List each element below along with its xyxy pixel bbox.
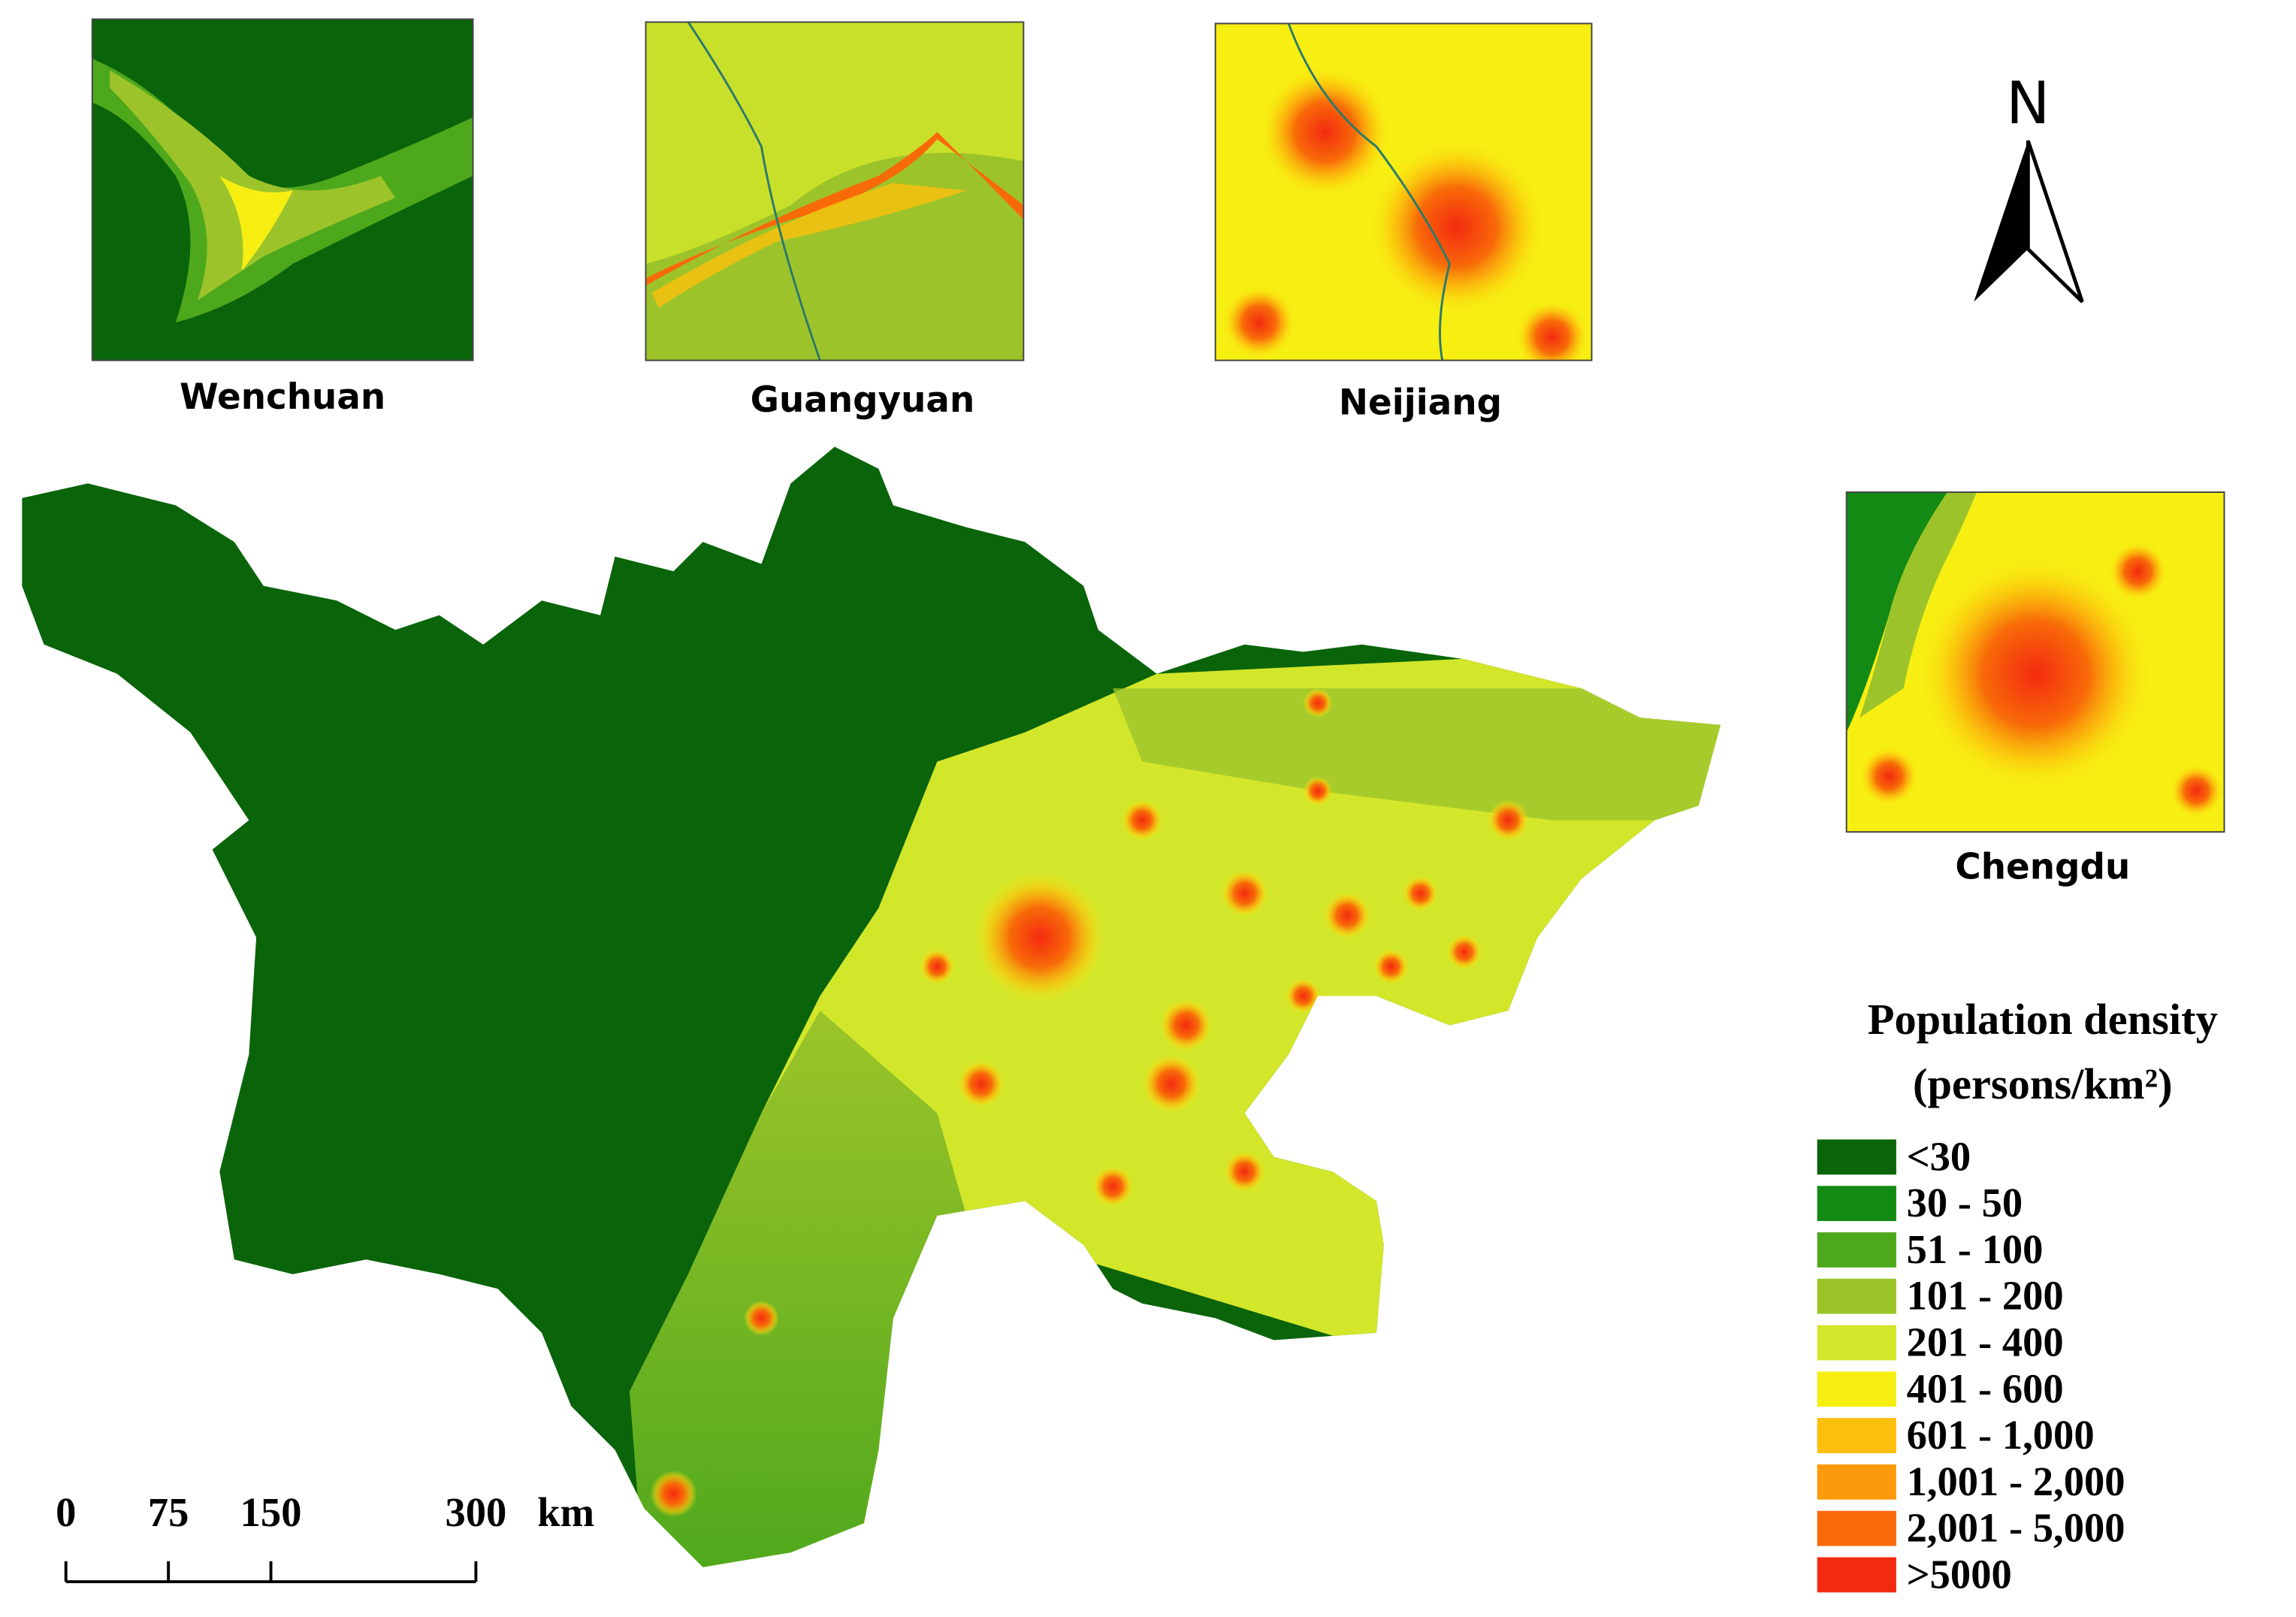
legend-swatch [1817, 1464, 1896, 1500]
legend-label: <30 [1907, 1133, 1971, 1179]
arrow-left [1974, 141, 2029, 302]
legend-label: 30 - 50 [1907, 1180, 2023, 1226]
legend-swatch [1817, 1325, 1896, 1361]
scale-label: 75 [148, 1489, 189, 1535]
inset-frame [1214, 23, 1593, 361]
legend-label: 601 - 1,000 [1907, 1412, 2095, 1458]
scale-label: 150 [240, 1489, 302, 1535]
legend-label: 1,001 - 2,000 [1907, 1458, 2125, 1504]
inset-neijiang-map [1215, 23, 1592, 361]
legend-subtitle: (persons/km²) [1913, 1059, 2173, 1108]
legend-swatch [1817, 1557, 1896, 1593]
urban-centers [650, 688, 1529, 1518]
legend-label: >5000 [1907, 1551, 2012, 1597]
northeast-area [1113, 688, 1721, 821]
legend-label: 2,001 - 5,000 [1907, 1505, 2125, 1551]
legend-swatch [1817, 1278, 1896, 1314]
inset-guangyuan-map [645, 22, 1024, 361]
legend-title: Population density [1868, 995, 2218, 1044]
inset-label: Chengdu [1955, 848, 2130, 888]
inset-frame [91, 18, 474, 361]
north-label: N [2006, 70, 2050, 138]
legend-swatch [1817, 1418, 1896, 1453]
legend-swatch [1817, 1139, 1896, 1175]
legend-swatch [1817, 1232, 1896, 1268]
legend-label: 101 - 200 [1907, 1273, 2064, 1319]
scale-bar: 0 75 150 300 km [56, 1489, 594, 1584]
inset-label: Neijiang [1339, 383, 1502, 424]
inset-label: Guangyuan [751, 380, 975, 421]
scale-label: 0 [56, 1489, 76, 1535]
legend-label: 51 - 100 [1907, 1226, 2044, 1272]
arrow-right [2026, 140, 2084, 304]
inset-label: Wenchuan [180, 377, 385, 418]
main-map [22, 446, 1721, 1567]
inset-frame [1845, 491, 2225, 833]
north-arrow: N [1974, 70, 2084, 304]
legend-label: 401 - 600 [1907, 1365, 2064, 1411]
scale-label: 300 [445, 1489, 506, 1535]
legend-label: 201 - 400 [1907, 1319, 2064, 1365]
inset-frame [645, 21, 1025, 361]
inset-wenchuan-map [92, 19, 473, 361]
legend-swatch [1817, 1371, 1896, 1407]
southern-area [630, 1010, 967, 1567]
legend-swatch [1817, 1186, 1896, 1222]
inset-chengdu-map [1846, 492, 2225, 833]
legend-swatch [1817, 1510, 1896, 1546]
scale-unit: km [537, 1489, 594, 1535]
